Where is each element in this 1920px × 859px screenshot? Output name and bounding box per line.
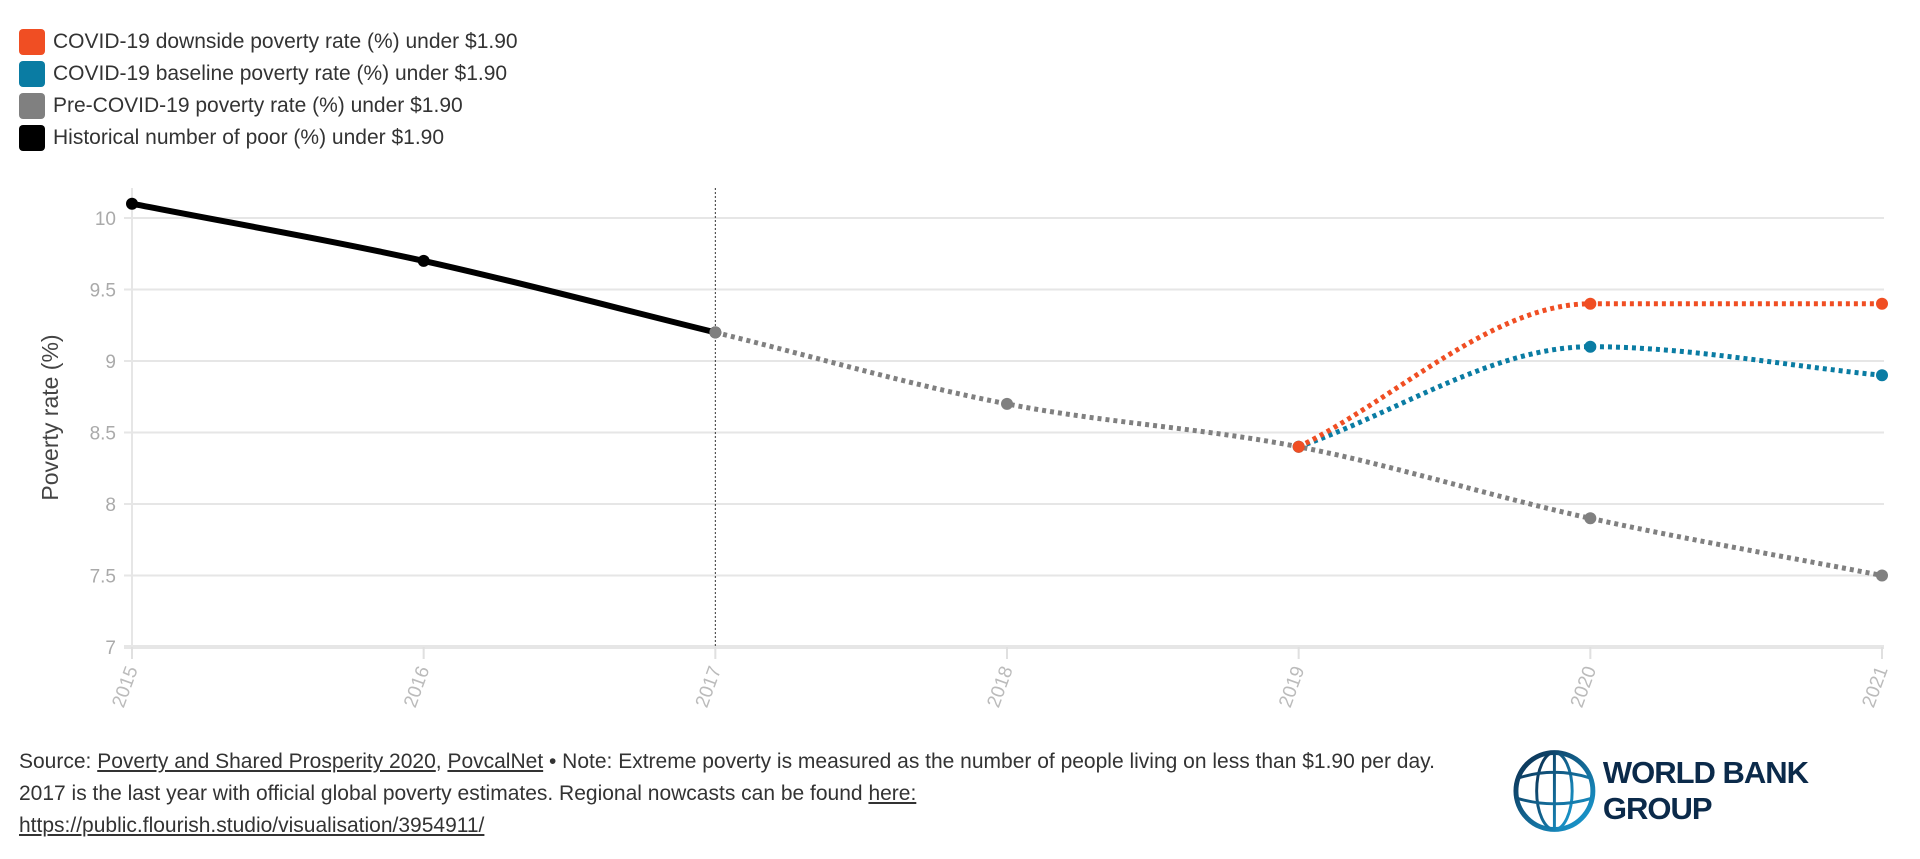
legend-item[interactable]: COVID-19 baseline poverty rate (%) under… xyxy=(19,58,518,90)
data-point xyxy=(1292,440,1305,453)
legend-label: COVID-19 downside poverty rate (%) under… xyxy=(53,30,518,53)
footer-note: Source: Poverty and Shared Prosperity 20… xyxy=(19,746,1479,842)
y-tick-label: 10 xyxy=(95,209,116,230)
y-tick-label: 7 xyxy=(105,638,116,659)
x-tick-label: 2020 xyxy=(1567,664,1601,711)
x-tick-label: 2017 xyxy=(692,664,726,711)
series-line xyxy=(131,200,717,336)
data-point xyxy=(1876,569,1888,582)
link-flourish[interactable]: https://public.flourish.studio/visualisa… xyxy=(19,814,485,837)
x-tick-label: 2021 xyxy=(1859,664,1893,711)
legend-item[interactable]: COVID-19 downside poverty rate (%) under… xyxy=(19,26,518,58)
data-point xyxy=(1584,512,1597,525)
y-tick-label: 8.5 xyxy=(90,424,116,445)
x-tick-label: 2015 xyxy=(109,664,143,711)
data-point xyxy=(1001,397,1013,410)
legend-swatch xyxy=(19,125,45,151)
source-label: Source: xyxy=(19,750,98,773)
legend-label: COVID-19 baseline poverty rate (%) under… xyxy=(53,62,508,85)
separator: , xyxy=(435,750,448,773)
note-text: • Note: Extreme poverty is measured as t… xyxy=(19,750,1435,805)
y-tick-label: 9.5 xyxy=(90,281,116,302)
series-line xyxy=(714,329,1883,578)
logo-text: WORLD BANK GROUP xyxy=(1602,755,1809,826)
world-bank-logo: WORLD BANK GROUP xyxy=(1512,748,1920,834)
legend-label: Pre-COVID-19 poverty rate (%) under $1.9… xyxy=(53,94,463,117)
data-point xyxy=(1876,369,1888,382)
y-tick-label: 7.5 xyxy=(90,567,116,588)
link-here[interactable]: here: xyxy=(868,782,917,805)
legend-label: Historical number of poor (%) under $1.9… xyxy=(53,126,445,149)
link-poverty-report[interactable]: Poverty and Shared Prosperity 2020 xyxy=(97,750,436,773)
y-axis-label: Poverty rate (%) xyxy=(37,334,63,500)
x-tick-label: 2018 xyxy=(984,664,1018,711)
x-tick-label: 2019 xyxy=(1275,664,1309,711)
y-tick-label: 8 xyxy=(105,495,116,516)
data-point xyxy=(1584,340,1597,353)
legend-swatch xyxy=(19,93,45,119)
data-point xyxy=(417,254,430,267)
link-povcalnet[interactable]: PovcalNet xyxy=(447,750,544,773)
line-chart: 7 7.5 8 8.5 9 9.5 10 2015 2016 2017 2018 2019 2020 20… xyxy=(37,188,1893,711)
globe-icon xyxy=(1513,750,1596,832)
data-point xyxy=(1876,297,1888,310)
data-point xyxy=(126,197,138,210)
x-tick-label: 2016 xyxy=(400,664,434,711)
legend: COVID-19 downside poverty rate (%) under… xyxy=(19,26,518,154)
y-tick-label: 9 xyxy=(105,352,116,373)
legend-item[interactable]: Historical number of poor (%) under $1.9… xyxy=(19,122,518,154)
data-point xyxy=(709,326,722,339)
data-point xyxy=(1584,297,1597,310)
series-line xyxy=(1297,301,1882,450)
legend-swatch xyxy=(19,29,45,55)
legend-item[interactable]: Pre-COVID-19 poverty rate (%) under $1.9… xyxy=(19,90,518,122)
series-line xyxy=(1297,344,1883,450)
legend-swatch xyxy=(19,61,45,87)
